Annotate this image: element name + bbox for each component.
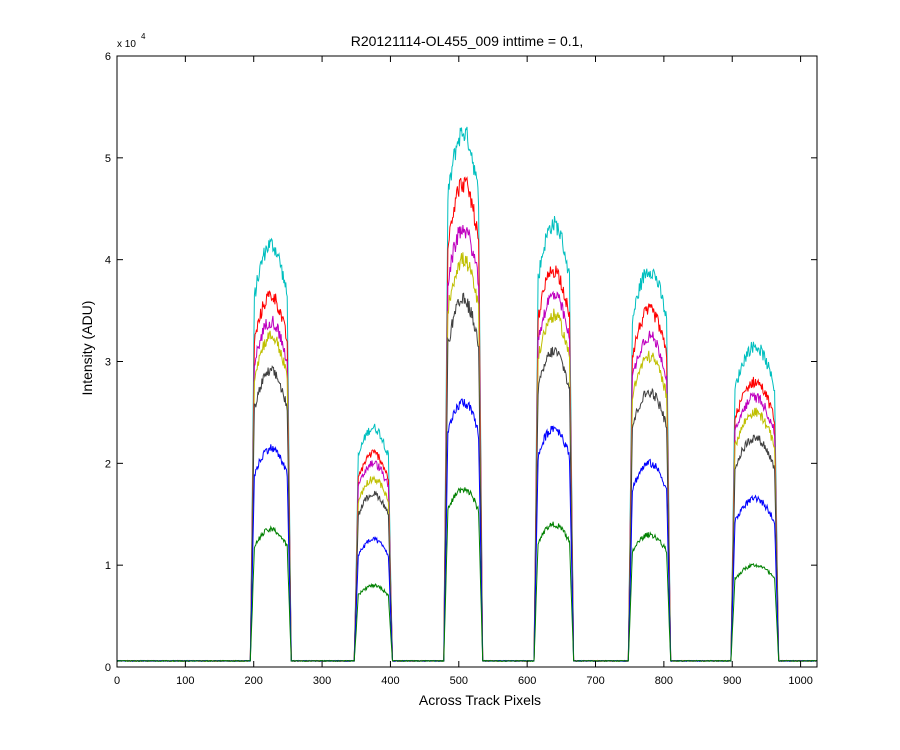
x-tick-label: 700 <box>586 675 604 687</box>
x-tick-label: 400 <box>381 675 399 687</box>
x-tick-label: 100 <box>176 675 194 687</box>
plot-background <box>117 56 817 667</box>
y-tick-label: 4 <box>105 255 111 267</box>
y-tick-label: 5 <box>105 153 111 165</box>
x-tick-label: 500 <box>450 675 468 687</box>
series-line-7 <box>117 486 818 663</box>
series-layer <box>116 126 818 663</box>
x-tick-label: 1000 <box>788 675 812 687</box>
x-tick-label: 800 <box>655 675 673 687</box>
x-tick-label: 200 <box>245 675 263 687</box>
y-tick-label: 0 <box>105 662 111 674</box>
y-multiplier-base: x 10 <box>117 39 136 50</box>
y-tick-label: 3 <box>105 357 111 369</box>
x-tick-label: 0 <box>114 675 120 687</box>
y-tick-label: 6 <box>105 51 111 63</box>
y-multiplier-exponent: 4 <box>141 32 146 41</box>
x-tick-label: 300 <box>313 675 331 687</box>
y-tick-label: 2 <box>105 458 111 470</box>
chart-title: R20121114-OL455_009 inttime = 0.1, <box>351 33 584 49</box>
axis-layer: 0 100 200 300 400 500 600 700 800 900 1000 0 1 2 3 4 5 6 <box>105 51 817 687</box>
y-tick-label: 1 <box>105 560 111 572</box>
y-axis-title: Intensity (ADU) <box>79 301 95 396</box>
x-axis-title: Across Track Pixels <box>419 692 541 708</box>
x-tick-label: 600 <box>518 675 536 687</box>
x-tick-label: 900 <box>723 675 741 687</box>
